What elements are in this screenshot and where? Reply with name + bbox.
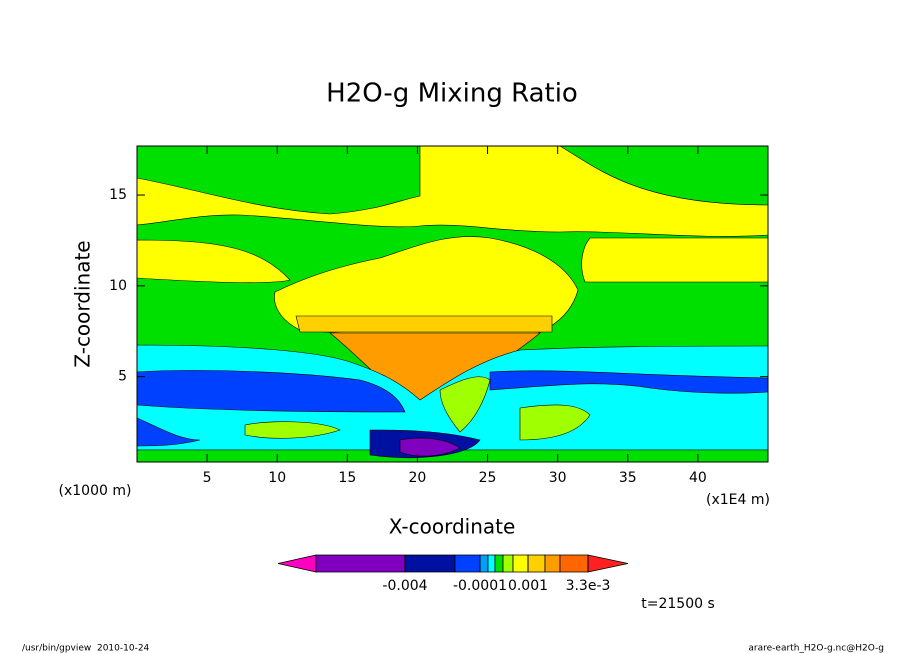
contour-region [519,404,591,441]
x-tick-label: 15 [338,470,356,486]
colorbar-segment [502,554,514,573]
contour-region [489,370,769,394]
y-tick-label: 10 [109,278,127,294]
colorbar-segment [315,554,406,573]
footer-left: /usr/bin/gpview 2010-10-24 [22,644,150,654]
colorbar-segment [277,554,317,573]
x-tick-label: 25 [479,470,497,486]
contour-region [136,145,769,237]
footer-right: arare-earth_H2O-g.nc@H2O-g [748,644,884,654]
colorbar-segment [479,554,489,573]
colorbar-tick-label: 0.001 [508,578,548,594]
contour-region [244,421,341,439]
time-label: t=21500 s [641,596,715,612]
colorbar-segment [404,554,456,573]
colorbar-segment [487,554,496,573]
x-tick-label: 20 [409,470,427,486]
contour-region [136,370,406,413]
colorbar-segment [544,554,561,573]
contour-region [439,376,491,433]
plot-frame [136,145,769,463]
x-tick-label: 30 [549,470,567,486]
colorbar-tick-label: -0.004 [382,578,427,594]
colorbar-tick-label: 3.3e-3 [566,578,611,594]
x-tick-label: 40 [689,470,707,486]
colorbar-segment [559,554,589,573]
colorbar-segment [512,554,529,573]
contour-region [399,437,461,457]
colorbar-segment [494,554,504,573]
contour-region [581,237,769,283]
contour-region [136,417,201,447]
colorbar-segment [527,554,546,573]
x-tick-label: 35 [619,470,637,486]
y-unit: (x1000 m) [59,483,132,499]
y-tick-label: 5 [118,369,127,385]
colorbar-segment [454,554,481,573]
y-tick-label: 15 [109,187,127,203]
contour-region [295,315,553,333]
x-unit: (x1E4 m) [706,492,770,508]
y-axis-label: Z-coordinate [71,240,95,367]
contour-region [136,239,291,283]
chart-title: H2O-g Mixing Ratio [326,79,578,109]
x-axis-label: X-coordinate [389,515,516,539]
colorbar-tick-label: -0.0001 [453,578,507,594]
colorbar-segment [587,554,629,573]
x-tick-label: 5 [203,470,212,486]
x-tick-label: 10 [268,470,286,486]
